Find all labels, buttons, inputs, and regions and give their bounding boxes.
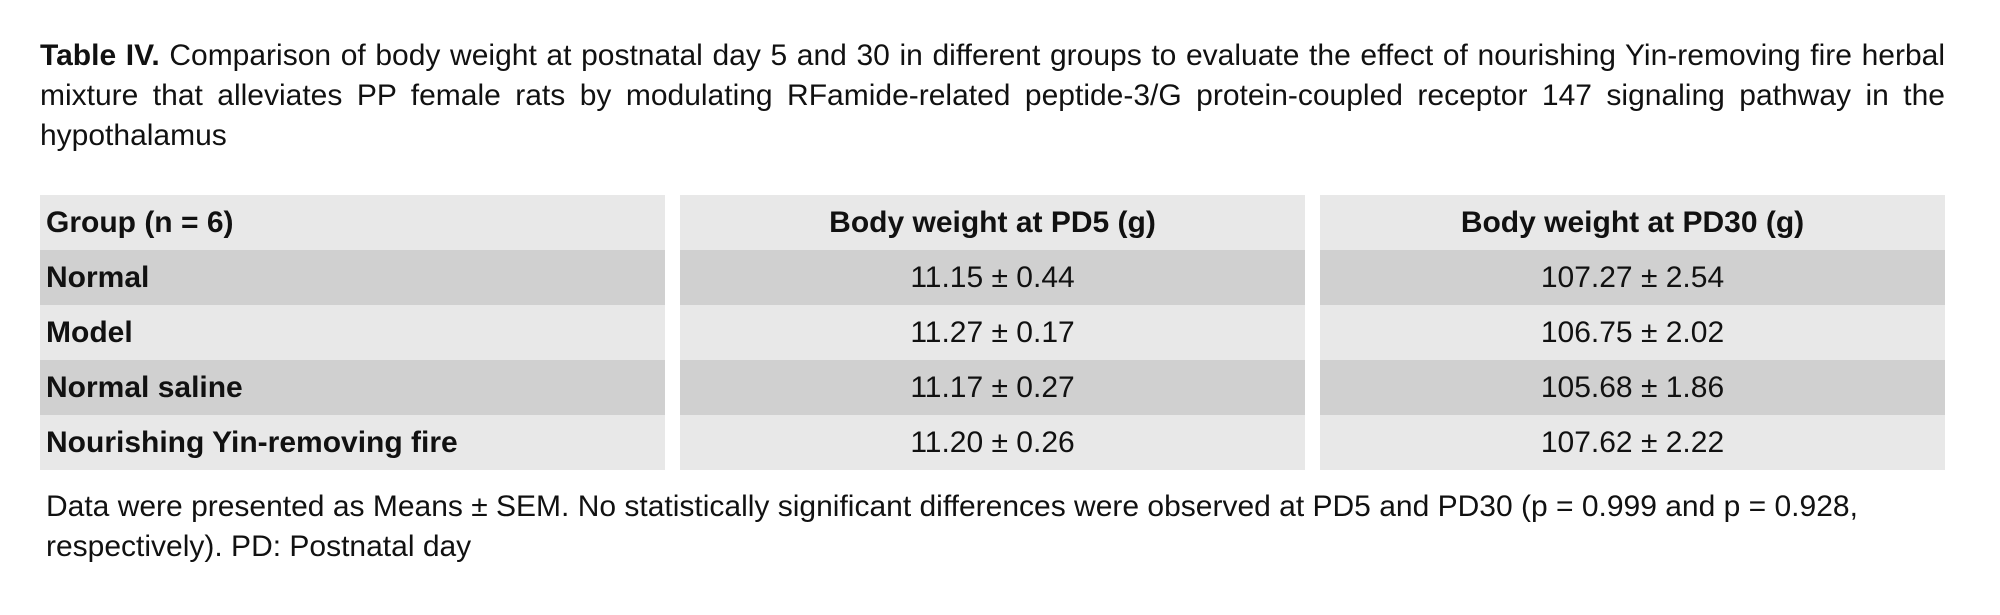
caption-text: Comparison of body weight at postnatal d… bbox=[40, 39, 1945, 152]
pd30-cell: 107.27 ± 2.54 bbox=[1320, 250, 1945, 305]
group-cell: Normal saline bbox=[40, 360, 665, 415]
header-pd5: Body weight at PD5 (g) bbox=[680, 195, 1305, 250]
group-cell: Model bbox=[40, 305, 665, 360]
table-caption: Table IV. Comparison of body weight at p… bbox=[40, 36, 1945, 156]
table-header-row: Group (n = 6) Body weight at PD5 (g) Bod… bbox=[40, 195, 1945, 250]
table-footnote: Data were presented as Means ± SEM. No s… bbox=[46, 490, 1858, 563]
header-pd30: Body weight at PD30 (g) bbox=[1320, 195, 1945, 250]
caption-label: Table IV. bbox=[40, 39, 160, 72]
pd5-cell: 11.15 ± 0.44 bbox=[680, 250, 1305, 305]
pd5-cell: 11.27 ± 0.17 bbox=[680, 305, 1305, 360]
pd5-cell: 11.17 ± 0.27 bbox=[680, 360, 1305, 415]
group-cell: Nourishing Yin-removing fire bbox=[40, 415, 665, 470]
group-cell: Normal bbox=[40, 250, 665, 305]
table-row: Normal saline 11.17 ± 0.27 105.68 ± 1.86 bbox=[40, 360, 1945, 415]
pd30-cell: 105.68 ± 1.86 bbox=[1320, 360, 1945, 415]
table-row: Nourishing Yin-removing fire 11.20 ± 0.2… bbox=[40, 415, 1945, 470]
pd30-cell: 107.62 ± 2.22 bbox=[1320, 415, 1945, 470]
data-table: Group (n = 6) Body weight at PD5 (g) Bod… bbox=[40, 195, 1945, 470]
pd30-cell: 106.75 ± 2.02 bbox=[1320, 305, 1945, 360]
table-row: Model 11.27 ± 0.17 106.75 ± 2.02 bbox=[40, 305, 1945, 360]
header-group: Group (n = 6) bbox=[40, 195, 665, 250]
table-row: Normal 11.15 ± 0.44 107.27 ± 2.54 bbox=[40, 250, 1945, 305]
pd5-cell: 11.20 ± 0.26 bbox=[680, 415, 1305, 470]
